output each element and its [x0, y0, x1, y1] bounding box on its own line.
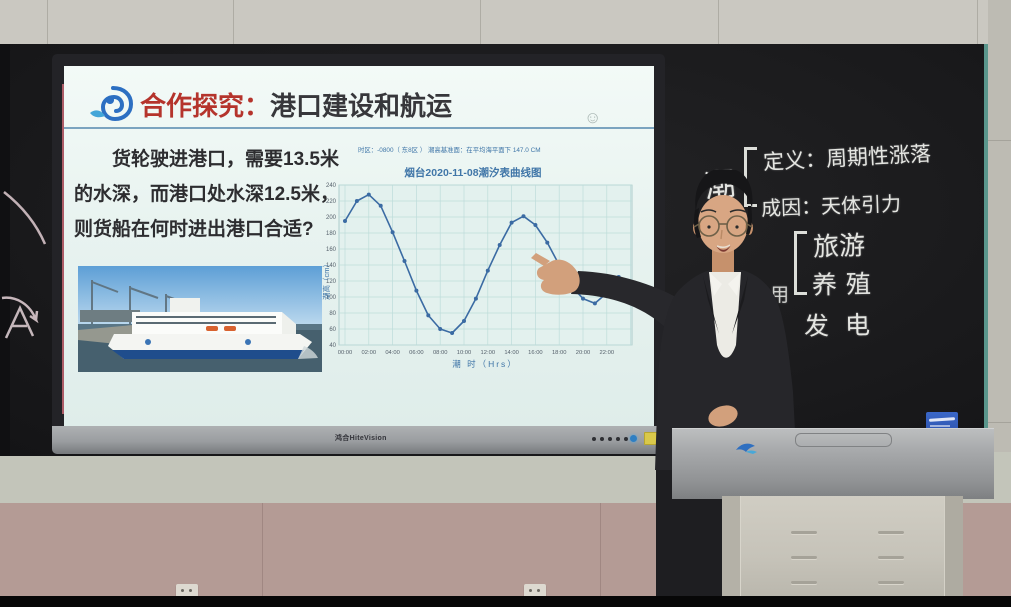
- wall-outlet: [524, 584, 546, 598]
- chalk-use-aquaculture: 养殖: [811, 270, 881, 300]
- lectern-body: [722, 496, 962, 597]
- pen-tray: [795, 433, 892, 447]
- svg-text:40: 40: [329, 343, 336, 349]
- question-line: 则货船在何时进出港口合适?: [74, 219, 314, 240]
- question-line: 的水深，而港口处水深12.5米，: [74, 184, 339, 205]
- svg-text:100: 100: [326, 295, 337, 301]
- svg-text:200: 200: [326, 215, 337, 221]
- question-text: 货轮驶进港口，需要13.5米 的水深，而港口处水深12.5米， 则货船在何时进出…: [74, 142, 342, 247]
- svg-text:16:00: 16:00: [528, 350, 543, 356]
- svg-text:60: 60: [329, 327, 336, 333]
- svg-text:潮 时（Hrs）: 潮 时（Hrs）: [452, 359, 518, 369]
- svg-text:18:00: 18:00: [552, 350, 567, 356]
- wall-seam: [47, 0, 48, 46]
- left-board-edge: [0, 44, 10, 456]
- lectern-groove: [791, 556, 817, 559]
- svg-text:00:00: 00:00: [338, 350, 353, 356]
- lectern-groove: [791, 581, 817, 584]
- wave-logo-icon: [90, 86, 134, 122]
- question-line: 货轮驶进港口，需要13.5米: [112, 149, 339, 170]
- left-board-chalk-sketch: [1, 191, 47, 339]
- svg-text:04:00: 04:00: [385, 350, 400, 356]
- svg-text:20:00: 20:00: [576, 350, 591, 356]
- svg-text:80: 80: [329, 311, 336, 317]
- svg-text:14:00: 14:00: [504, 350, 519, 356]
- display-bottom-bezel: 鸿合HiteVision: [52, 426, 667, 454]
- wall-seam: [600, 503, 601, 597]
- title-underline: [64, 127, 654, 129]
- svg-text:12:00: 12:00: [481, 350, 496, 356]
- svg-text:240: 240: [326, 183, 337, 189]
- display-button[interactable]: [600, 437, 604, 441]
- display-button[interactable]: [616, 437, 620, 441]
- wall-seam: [988, 422, 1011, 423]
- display-button[interactable]: [592, 437, 596, 441]
- svg-text:140: 140: [326, 263, 337, 269]
- wall-seam: [480, 0, 481, 46]
- display-button[interactable]: [624, 437, 628, 441]
- svg-text:180: 180: [326, 231, 337, 237]
- svg-text:06:00: 06:00: [409, 350, 424, 356]
- slide-title: 合作探究：港口建设和航运: [140, 86, 452, 123]
- chalk-use-power: 发电: [803, 311, 887, 341]
- smiley-watermark: ☺: [584, 108, 602, 127]
- svg-text:10:00: 10:00: [457, 350, 472, 356]
- lectern-wave-logo-icon: [736, 443, 757, 454]
- wall-seam: [977, 0, 978, 46]
- svg-text:时区：-0800（ 东8区 ） 潮高基准面：在平均海平面下: 时区：-0800（ 东8区 ） 潮高基准面：在平均海平面下 147.0 CM: [358, 145, 541, 154]
- svg-text:22:00: 22:00: [600, 350, 615, 356]
- lectern-groove: [878, 531, 904, 534]
- display-button[interactable]: [608, 437, 612, 441]
- screen-edge-glow: [62, 84, 64, 414]
- power-button[interactable]: [630, 435, 637, 442]
- lectern-groove: [878, 581, 904, 584]
- display-brand-label: 鸿合HiteVision: [335, 435, 387, 442]
- lectern-groove: [878, 556, 904, 559]
- svg-text:120: 120: [326, 279, 337, 285]
- slide-title-main: 港口建设和航运: [270, 91, 453, 121]
- lectern-edge: [944, 496, 963, 597]
- svg-text:160: 160: [326, 247, 337, 253]
- chalk-use-tourism: 旅游: [812, 230, 866, 262]
- wall-seam: [718, 0, 719, 46]
- display-screen[interactable]: 合作探究：港口建设和航运 ☺ 货轮驶进港口，需要13.5米 的水深，而港口处水深…: [64, 66, 654, 426]
- lectern-top: [672, 428, 994, 499]
- wall-outlet: [176, 584, 198, 598]
- svg-text:烟台2020-11-08潮汐表曲线图: 烟台2020-11-08潮汐表曲线图: [404, 166, 541, 179]
- tide-chart: 40 60 80 100 120 140 160 180 200 220 240 00:00 02:00…: [322, 145, 633, 369]
- slide-title-prefix: 合作探究：: [140, 91, 271, 121]
- wall-seam: [233, 0, 234, 46]
- svg-text:02:00: 02:00: [362, 350, 377, 356]
- wall-top: [0, 0, 1011, 46]
- chalk-bracket: [794, 231, 807, 295]
- floor-shadow: [0, 596, 1011, 607]
- svg-text:08:00: 08:00: [433, 350, 448, 356]
- lectern-edge: [722, 496, 741, 597]
- blackboard-edge: [984, 44, 988, 434]
- lectern-groove: [791, 531, 817, 534]
- svg-text:220: 220: [326, 199, 337, 205]
- wall-seam: [262, 503, 263, 597]
- wall-seam: [988, 140, 1011, 141]
- svg-text:潮高（cm）: 潮高（cm）: [322, 260, 331, 300]
- port-ship-photo: [78, 266, 322, 372]
